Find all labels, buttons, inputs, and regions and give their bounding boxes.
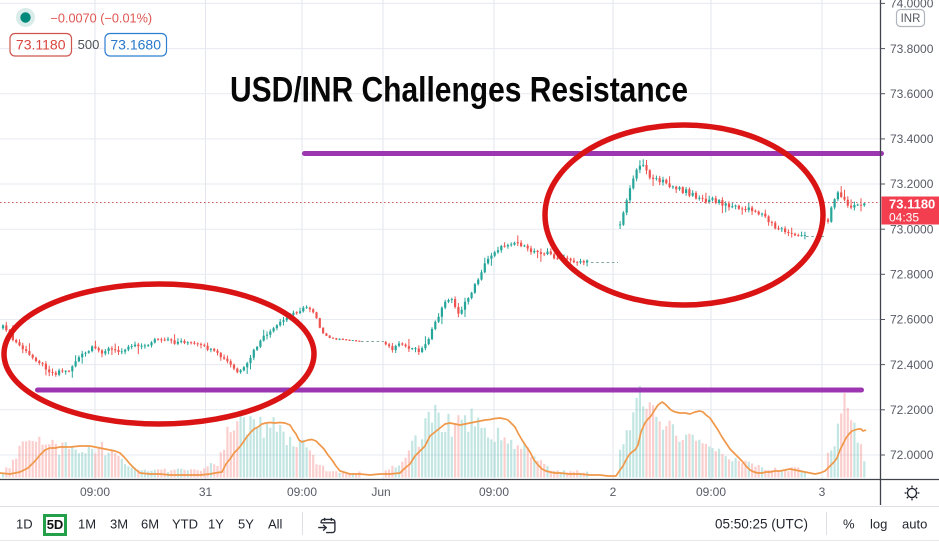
svg-text:73.8000: 73.8000	[890, 42, 934, 56]
svg-text:72.8000: 72.8000	[890, 268, 934, 282]
svg-text:USD/INR Challenges Resistance: USD/INR Challenges Resistance	[230, 71, 688, 110]
svg-text:31: 31	[199, 485, 213, 499]
svg-text:3: 3	[819, 485, 826, 499]
svg-text:72.0000: 72.0000	[890, 448, 934, 462]
svg-text:09:00: 09:00	[479, 485, 509, 499]
svg-text:INR: INR	[901, 13, 921, 25]
svg-text:72.4000: 72.4000	[890, 358, 934, 372]
svg-text:2: 2	[610, 485, 617, 499]
svg-text:500: 500	[78, 37, 100, 52]
svg-text:72.2000: 72.2000	[890, 403, 934, 417]
svg-text:73.1180: 73.1180	[16, 37, 66, 53]
svg-text:73.4000: 73.4000	[890, 132, 934, 146]
svg-text:73.2000: 73.2000	[890, 177, 934, 191]
svg-text:72.6000: 72.6000	[890, 313, 934, 327]
svg-text:73.1180: 73.1180	[889, 197, 935, 212]
svg-text:09:00: 09:00	[287, 485, 317, 499]
svg-text:09:00: 09:00	[80, 485, 110, 499]
svg-text:73.1680: 73.1680	[110, 37, 161, 53]
svg-text:73.6000: 73.6000	[890, 87, 934, 101]
svg-text:−0.0070 (−0.01%): −0.0070 (−0.01%)	[51, 12, 153, 26]
svg-text:Jun: Jun	[371, 485, 390, 499]
svg-text:04:35: 04:35	[889, 211, 919, 225]
svg-text:09:00: 09:00	[696, 485, 726, 499]
